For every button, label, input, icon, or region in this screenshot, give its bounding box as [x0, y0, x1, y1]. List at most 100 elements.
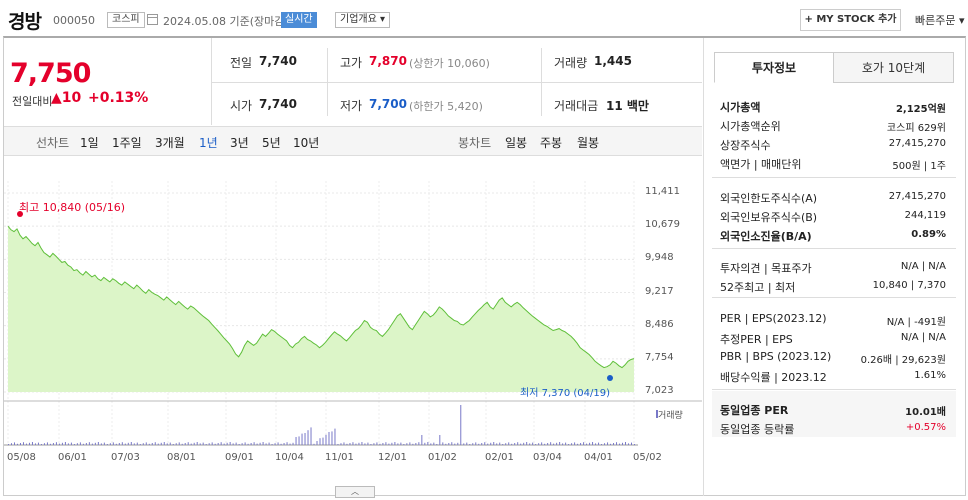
- chart-collapse-button[interactable]: ︿: [335, 486, 375, 498]
- volume-bar: [67, 443, 69, 445]
- volume-bar: [97, 442, 99, 445]
- period-5y[interactable]: 5년: [262, 136, 281, 150]
- volume-bar: [151, 443, 153, 445]
- volume-bar: [148, 443, 150, 445]
- volume-bar: [574, 442, 576, 445]
- volume-bar: [499, 442, 501, 445]
- divider: [712, 177, 956, 178]
- open-label: 시가: [230, 99, 253, 113]
- volume-bar: [301, 433, 303, 445]
- volume-bar: [154, 442, 156, 445]
- volume-bar: [46, 442, 48, 445]
- realtime-button[interactable]: 실시간: [281, 12, 317, 28]
- x-tick-label: 01/02: [428, 452, 457, 463]
- volume-bar: [307, 430, 309, 445]
- divider: [211, 38, 212, 125]
- info-label: PER | EPS(2023.12): [720, 312, 827, 325]
- volume-bar: [283, 443, 285, 445]
- tab-invest-info[interactable]: 투자정보: [714, 52, 834, 83]
- volume-bar: [85, 443, 87, 445]
- tab-orderbook[interactable]: 호가 10단계: [833, 52, 954, 83]
- volume-bar: [400, 442, 402, 445]
- volume-bar: [298, 436, 300, 445]
- volume-bar: [130, 442, 132, 445]
- volume-bar: [157, 443, 159, 445]
- period-10y[interactable]: 10년: [293, 136, 320, 150]
- change-value: ▲10: [51, 90, 82, 106]
- volume-bar: [487, 443, 489, 445]
- y-tick-label: 7,754: [645, 351, 674, 363]
- company-info-dropdown[interactable]: 기업개요 ▾: [335, 12, 391, 28]
- volume-bar: [379, 443, 381, 445]
- volume-bar: [535, 444, 537, 445]
- price-line: [7, 225, 635, 369]
- volume-bar: [436, 444, 438, 445]
- volume-bar: [166, 443, 168, 445]
- period-3m[interactable]: 3개월: [155, 136, 185, 150]
- volume-bar: [364, 443, 366, 445]
- volume-bar: [631, 442, 633, 445]
- divider: [212, 82, 702, 83]
- volume-bar: [106, 444, 108, 445]
- volume-bar: [253, 442, 255, 445]
- y-tick-label: 9,948: [645, 252, 674, 264]
- volume-bar: [217, 443, 219, 445]
- low-annotation: 최저 7,370 (04/19): [520, 388, 611, 399]
- volume-bar: [202, 442, 204, 445]
- x-tick-label: 04/01: [584, 452, 613, 463]
- info-value: 0.26배 | 29,623원: [860, 355, 946, 366]
- up-triangle-icon: ▲: [51, 90, 62, 106]
- quick-order-dropdown[interactable]: 빠른주문 ▾: [915, 14, 965, 27]
- volume-bar: [421, 435, 423, 445]
- period-1w[interactable]: 1주일: [112, 136, 142, 150]
- volume-bar: [373, 443, 375, 445]
- stock-name: 경방: [8, 11, 42, 33]
- volume-bar: [316, 441, 318, 445]
- volume-bar: [235, 442, 237, 445]
- volume-bar: [532, 442, 534, 445]
- x-tick-label: 11/01: [325, 452, 354, 463]
- volume-bar: [358, 442, 360, 445]
- volume-bar: [517, 442, 519, 445]
- info-value: 27,415,270: [888, 191, 946, 202]
- volume-bar: [325, 434, 327, 445]
- volume-bar: [505, 443, 507, 445]
- volume-bar: [610, 443, 612, 445]
- mystock-add-button[interactable]: + MY STOCK 추가: [800, 9, 901, 31]
- volume-bar: [220, 442, 222, 445]
- market-badge: 코스피: [107, 12, 145, 28]
- volume-bar: [493, 442, 495, 445]
- period-1d[interactable]: 1일: [80, 136, 99, 150]
- volume-bar: [322, 437, 324, 445]
- volume-label: 거래량: [554, 56, 588, 70]
- volume-bar: [37, 442, 39, 445]
- info-value: 0.89%: [911, 229, 946, 240]
- volume-bars: [8, 405, 635, 445]
- candle-monthly[interactable]: 월봉: [577, 136, 600, 150]
- volume-bar: [193, 442, 195, 445]
- volume-bar: [541, 442, 543, 445]
- price-chart[interactable]: [4, 176, 702, 476]
- volume-bar: [355, 443, 357, 445]
- volume-bar: [433, 442, 435, 445]
- volume-bar: [331, 431, 333, 445]
- volume-bar: [478, 443, 480, 445]
- line-chart-label: 선차트: [36, 136, 70, 150]
- volume-bar: [466, 442, 468, 445]
- volume-bar: [409, 442, 411, 445]
- info-value: N/A | -491원: [886, 317, 946, 328]
- volume-bar: [367, 442, 369, 445]
- volume-bar: [580, 443, 582, 445]
- volume-bar: [484, 442, 486, 445]
- candle-weekly[interactable]: 주봉: [540, 136, 563, 150]
- period-1y[interactable]: 1년: [199, 136, 218, 150]
- period-3y[interactable]: 3년: [230, 136, 249, 150]
- candle-daily[interactable]: 일봉: [505, 136, 528, 150]
- volume-bar: [496, 443, 498, 445]
- volume-bar: [172, 444, 174, 445]
- y-tick-label: 7,023: [645, 385, 674, 396]
- info-label: PBR | BPS (2023.12): [720, 350, 832, 363]
- volume-bar: [49, 443, 51, 445]
- x-tick-label: 10/04: [275, 452, 304, 463]
- info-label: 배당수익률 | 2023.12: [720, 371, 827, 384]
